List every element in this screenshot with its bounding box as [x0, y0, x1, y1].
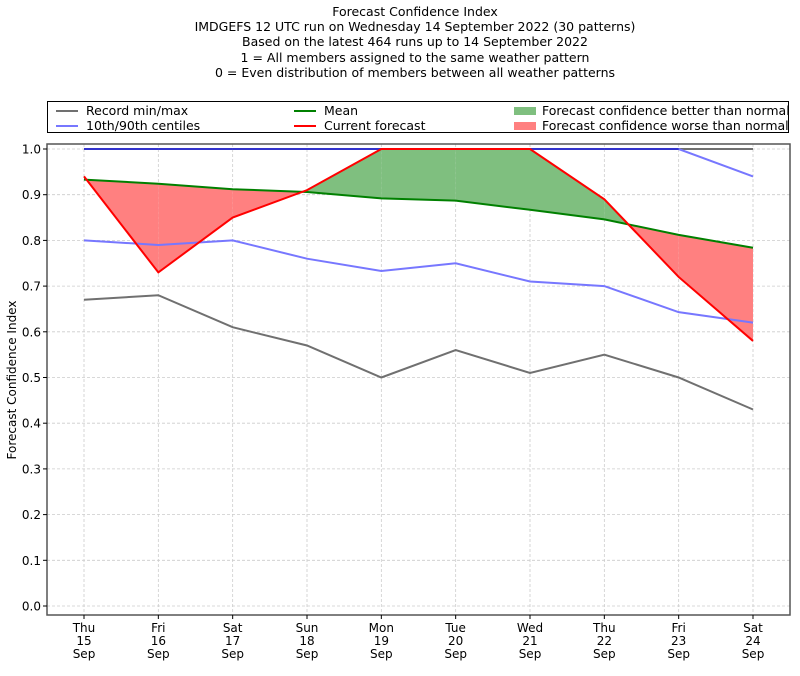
mean-line [83, 178, 754, 249]
x-tick-label: Sep [296, 647, 319, 661]
x-axis-ticks: Thu15SepFri16SepSat17SepSun18SepMon19Sep… [72, 615, 765, 661]
chart-subtitle-zero: 0 = Even distribution of members between… [214, 64, 616, 80]
y-tick-label: 0.9 [22, 188, 41, 202]
confidence-fills [84, 149, 753, 341]
legend-swatch-mean [294, 109, 316, 112]
worse-than-normal-fill [678, 234, 753, 341]
better-than-normal-fill [307, 149, 382, 199]
y-tick-label: 0.6 [22, 325, 41, 339]
x-tick-label: Wed [517, 621, 543, 635]
chart-title: Forecast Confidence Index [332, 4, 498, 19]
chart-legend: Record min/max 10th/90th centiles Mean C… [47, 101, 790, 133]
legend-swatch-record [56, 109, 78, 112]
current-forecast-line [83, 148, 754, 342]
plot-frame [46, 143, 791, 616]
x-tick-label: Sep [444, 647, 467, 661]
y-tick-label: 0.0 [22, 600, 41, 614]
x-tick-label: 18 [299, 634, 314, 648]
x-tick-label: Sep [147, 647, 170, 661]
x-tick-label: Sep [73, 647, 96, 661]
legend-label-record: Record min/max [86, 103, 189, 118]
legend-swatch-better [514, 106, 536, 115]
y-axis-ticks: 0.0 0.1 0.2 0.3 0.4 0.5 0.6 0.7 0.8 0.9 1.0 [22, 143, 47, 614]
better-than-normal-fill [455, 149, 530, 210]
y-tick-label: 0.8 [22, 234, 41, 248]
chart-title-block: Forecast Confidence Index IMDGEFS 12 UTC… [0, 4, 800, 80]
legend-swatch-current [294, 124, 316, 127]
worse-than-normal-fill [158, 183, 233, 273]
y-tick-label: 1.0 [22, 143, 41, 157]
y-tick-label: 0.7 [22, 280, 41, 294]
x-tick-label: Thu [72, 621, 96, 635]
legend-item-worse: Forecast confidence worse than normal [514, 118, 789, 133]
y-tick-label: 0.4 [22, 417, 41, 431]
record-min-line [83, 294, 754, 411]
chart-subtitle-runs: Based on the latest 464 runs up to 14 Se… [242, 34, 588, 50]
x-tick-label: Sep [593, 647, 616, 661]
legend-item-centiles: 10th/90th centiles [56, 118, 200, 133]
x-tick-label: 20 [448, 634, 463, 648]
y-axis-label: Forecast Confidence Index [5, 301, 19, 460]
legend-swatch-centiles [56, 124, 78, 127]
p10-line [83, 239, 754, 324]
legend-label-centiles: 10th/90th centiles [86, 118, 201, 133]
x-tick-label: Fri [672, 621, 686, 635]
x-tick-label: 22 [597, 634, 612, 648]
y-tick-label: 0.2 [22, 508, 41, 522]
x-tick-label: Sat [223, 621, 243, 635]
x-tick-label: 23 [671, 634, 686, 648]
legend-label-mean: Mean [324, 103, 359, 118]
legend-item-record: Record min/max [56, 103, 188, 118]
x-tick-label: Sep [519, 647, 542, 661]
chart-subtitle-run: IMDGEFS 12 UTC run on Wednesday 14 Septe… [194, 19, 636, 35]
x-tick-label: Sun [296, 621, 319, 635]
x-tick-label: Thu [592, 621, 616, 635]
y-tick-label: 0.3 [22, 462, 41, 476]
x-tick-label: 24 [745, 634, 760, 648]
y-tick-label: 0.1 [22, 554, 41, 568]
better-than-normal-fill [530, 149, 605, 220]
legend-item-better: Forecast confidence better than normal [514, 103, 790, 118]
x-tick-label: 15 [76, 634, 91, 648]
series-lines [83, 148, 754, 411]
x-tick-label: Tue [444, 621, 466, 635]
x-tick-label: Mon [369, 621, 394, 635]
chart-subtitle-one: 1 = All members assigned to the same wea… [240, 49, 590, 65]
x-tick-label: Sep [370, 647, 393, 661]
x-tick-label: Fri [151, 621, 165, 635]
x-tick-label: Sep [221, 647, 244, 661]
legend-item-current: Current forecast [294, 118, 425, 133]
legend-item-mean: Mean [294, 103, 358, 118]
better-than-normal-fill [381, 149, 456, 201]
x-tick-label: 19 [374, 634, 389, 648]
legend-label-worse: Forecast confidence worse than normal [542, 118, 789, 133]
y-tick-label: 0.5 [22, 371, 41, 385]
legend-label-better: Forecast confidence better than normal [542, 103, 790, 118]
x-tick-label: 16 [151, 634, 166, 648]
x-tick-label: 17 [225, 634, 240, 648]
x-tick-label: 21 [522, 634, 537, 648]
legend-swatch-worse [514, 121, 536, 130]
legend-label-current: Current forecast [324, 118, 426, 133]
x-tick-label: Sep [667, 647, 690, 661]
x-tick-label: Sat [743, 621, 763, 635]
x-tick-label: Sep [742, 647, 765, 661]
